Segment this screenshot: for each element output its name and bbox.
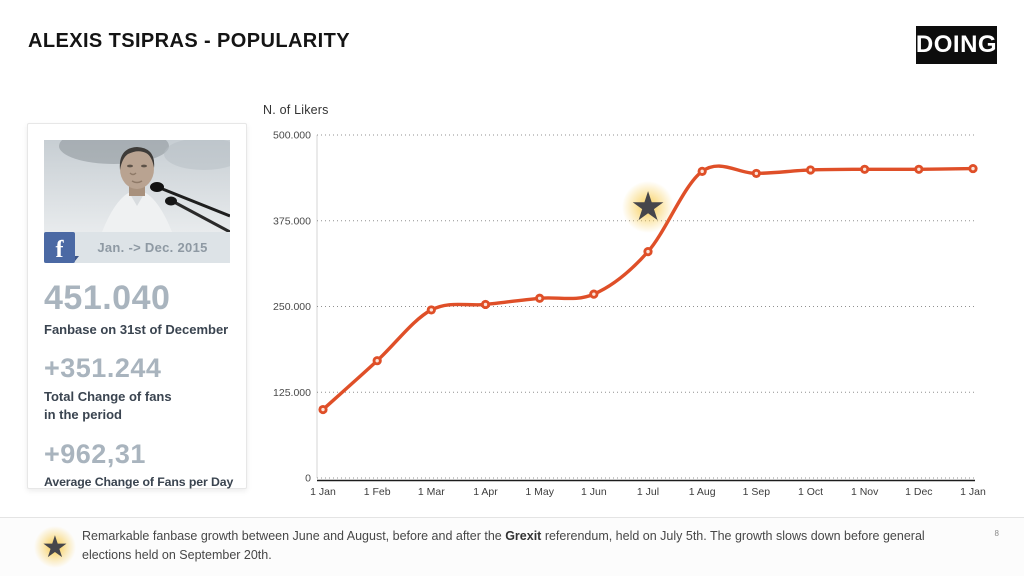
- avg-change-value: +962,31: [44, 438, 146, 469]
- svg-text:0: 0: [305, 473, 311, 485]
- total-change-value: +351.244: [44, 353, 162, 384]
- total-change-label: Total Change of fans in the period: [44, 389, 172, 423]
- svg-text:1 Apr: 1 Apr: [473, 486, 498, 498]
- footer-note-bar: ★ Remarkable fanbase growth between June…: [0, 517, 1024, 576]
- profile-photo: [44, 140, 230, 232]
- period-bar: f Jan. -> Dec. 2015: [44, 232, 230, 263]
- svg-text:250.000: 250.000: [273, 301, 311, 313]
- svg-text:125.000: 125.000: [273, 387, 311, 399]
- likers-line-chart: 0 125.000 250.000 375.000 500.000 1 Jan 1 Feb 1…: [273, 130, 986, 499]
- svg-text:1 Sep: 1 Sep: [743, 486, 771, 498]
- svg-text:1 May: 1 May: [525, 486, 554, 498]
- footer-note-text: Remarkable fanbase growth between June a…: [82, 527, 950, 566]
- fanbase-label: Fanbase on 31st of December: [44, 322, 229, 337]
- profile-photo-illustration: [44, 140, 230, 232]
- note-grexit-bold: Grexit: [505, 529, 542, 543]
- doing-logo: DOING: [916, 26, 997, 64]
- period-label: Jan. -> Dec. 2015: [97, 240, 208, 255]
- svg-text:375.000: 375.000: [273, 215, 311, 227]
- doing-logo-text: DOING: [915, 31, 998, 58]
- facebook-icon-letter: f: [55, 237, 64, 263]
- svg-text:1 Jun: 1 Jun: [581, 486, 607, 498]
- svg-text:★: ★: [630, 184, 666, 230]
- page-title: ALEXIS TSIPRAS - POPULARITY: [28, 30, 350, 52]
- star-icon: ★: [34, 526, 76, 568]
- avg-change-label: Average Change of Fans per Day: [44, 474, 234, 489]
- svg-text:1 Jan: 1 Jan: [310, 486, 336, 498]
- note-part-1: Remarkable fanbase growth between June a…: [82, 529, 506, 543]
- note-part-2: referendum, held on July 5th. The growth…: [82, 529, 925, 563]
- fanbase-value: 451.040: [44, 279, 171, 317]
- svg-text:1 Nov: 1 Nov: [851, 486, 879, 498]
- svg-text:500.000: 500.000: [273, 130, 311, 142]
- profile-card: f Jan. -> Dec. 2015 451.040 Fanbase on 3…: [27, 123, 247, 489]
- svg-text:1 Oct: 1 Oct: [798, 486, 823, 498]
- facebook-icon: f: [44, 232, 79, 263]
- chart-axis-title: N. of Likers: [263, 103, 329, 117]
- svg-text:1 Mar: 1 Mar: [418, 486, 445, 498]
- svg-text:1 Feb: 1 Feb: [364, 486, 391, 498]
- svg-text:1 Dec: 1 Dec: [905, 486, 932, 498]
- svg-text:1 Aug: 1 Aug: [689, 486, 716, 498]
- svg-text:1 Jan: 1 Jan: [960, 486, 986, 498]
- page-number: 8: [994, 529, 999, 538]
- svg-text:1 Jul: 1 Jul: [637, 486, 659, 498]
